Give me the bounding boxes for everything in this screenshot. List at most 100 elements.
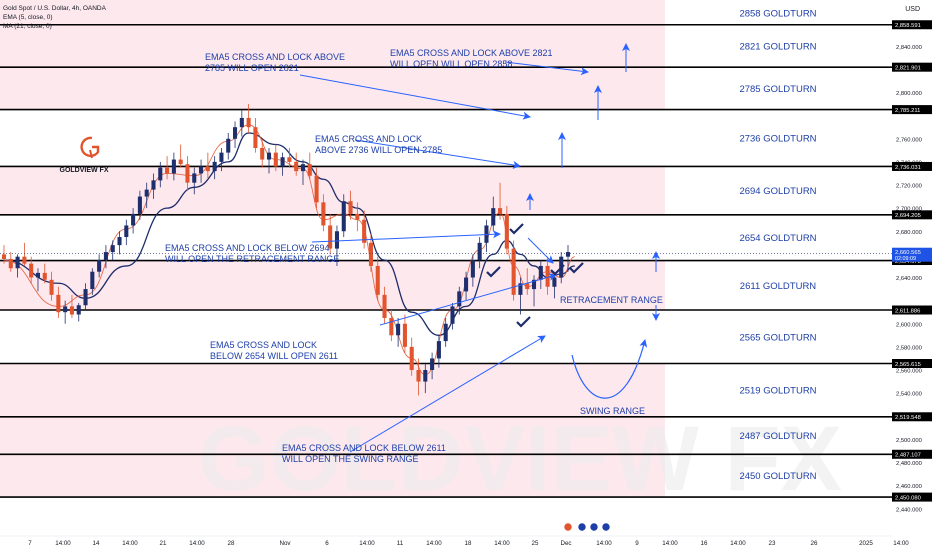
annotation-text: EMA5 CROSS AND LOCK BELOW 2654 WILL OPEN … xyxy=(210,340,338,361)
time-tick-label: 21 xyxy=(160,540,167,547)
ma-indicator-label: MA (21, close, 0) xyxy=(3,23,52,30)
candle xyxy=(178,144,183,168)
candle-body xyxy=(389,317,394,336)
annotation-text: EMA5 CROSS AND LOCK ABOVE 2821 WILL OPEN … xyxy=(390,48,553,69)
candle-body xyxy=(83,289,88,306)
candle-body xyxy=(131,213,136,226)
candle-body xyxy=(511,248,516,295)
annotation-text: EMA5 CROSS AND LOCK BELOW 2611 WILL OPEN … xyxy=(282,443,446,464)
annotation-arrows xyxy=(299,43,660,453)
annotation-arrow xyxy=(527,237,554,264)
time-tick-label: Nov xyxy=(279,540,291,547)
candle xyxy=(300,159,306,185)
candle-body xyxy=(246,117,251,128)
level-2565-label: 2565 GOLDTURN xyxy=(739,332,816,343)
candle xyxy=(491,196,496,232)
current-price-label: 2,660.565 xyxy=(895,250,921,256)
logo-icon-tail xyxy=(89,149,93,159)
candle-body xyxy=(565,252,571,257)
pink-zone-3 xyxy=(0,363,665,455)
candle-body xyxy=(300,164,306,172)
candle-body xyxy=(314,175,319,203)
candle xyxy=(246,104,251,133)
price-tick-label: 2,680.000 xyxy=(896,230,922,236)
candle xyxy=(321,194,326,232)
candle-body xyxy=(29,263,34,278)
time-tick-label: 14:00 xyxy=(596,540,612,547)
candle-body xyxy=(178,159,183,165)
candle xyxy=(287,148,292,168)
logo-text: GOLDVIEW FX xyxy=(60,167,109,174)
level-2487-label: 2487 GOLDTURN xyxy=(739,431,816,442)
price-tick-label: 2,640.000 xyxy=(896,276,922,282)
candle xyxy=(192,167,197,195)
candle xyxy=(430,352,435,380)
economic-event-icon xyxy=(601,522,611,532)
candle xyxy=(362,210,367,249)
candle xyxy=(470,254,475,287)
candle-body xyxy=(90,271,95,290)
candle xyxy=(144,182,149,209)
candle-body xyxy=(1,254,7,259)
candle-body xyxy=(525,283,530,290)
candle-body xyxy=(239,117,244,128)
countdown-label: 02:09:09 xyxy=(895,256,916,262)
candle xyxy=(457,286,462,315)
candle xyxy=(314,167,319,209)
candle-body xyxy=(402,323,407,347)
candle xyxy=(137,190,142,220)
annotation-line: 2785 WILL OPEN 2821 xyxy=(205,63,299,73)
pink-zone-1 xyxy=(0,166,665,215)
candle-body xyxy=(63,306,68,313)
candle xyxy=(511,240,516,301)
candle-body xyxy=(165,167,170,174)
candle xyxy=(1,245,7,264)
level-2450-label: 2450 GOLDTURN xyxy=(739,471,816,482)
candle-body xyxy=(450,306,455,324)
candle xyxy=(205,152,210,179)
level-lines: 2858 GOLDTURN 2821 GOLDTURN 2785 GOLDTURN 2… xyxy=(0,8,892,498)
candle-body xyxy=(110,245,115,253)
annotation-line: SWING RANGE xyxy=(580,406,645,416)
candle-body xyxy=(124,225,129,238)
candle-body xyxy=(232,127,238,139)
candle xyxy=(226,132,231,160)
candle-body xyxy=(42,272,47,280)
level-2611-label: 2611 GOLDTURN xyxy=(740,281,817,292)
candle-body xyxy=(185,164,190,183)
candle-body xyxy=(341,201,346,232)
time-tick-label: 9 xyxy=(635,540,639,547)
candle xyxy=(185,156,190,191)
level-2654-label: 2654 GOLDTURN xyxy=(739,233,816,244)
candle xyxy=(22,242,27,266)
candle-body xyxy=(226,138,231,153)
candle xyxy=(151,173,156,199)
price-tag-bg xyxy=(892,449,932,459)
candle-body xyxy=(375,265,380,295)
candle-body xyxy=(280,157,285,167)
logo-icon xyxy=(80,136,100,158)
candle-body xyxy=(103,252,108,261)
candle xyxy=(409,337,414,376)
candle xyxy=(538,260,543,290)
annotation-line: WILL OPEN THE RETRACEMENT RANGE xyxy=(165,254,339,264)
candle xyxy=(97,254,102,278)
candle-body xyxy=(266,152,272,160)
candle xyxy=(328,213,333,255)
price-tag-label: 2,487.107 xyxy=(895,453,921,459)
price-tag-label: 2,519.548 xyxy=(895,415,921,421)
candle xyxy=(477,237,482,269)
time-tick-label: 14 xyxy=(93,540,100,547)
time-tick-label: 16 xyxy=(701,540,708,547)
price-tick-label: 2,600.000 xyxy=(896,322,922,328)
annotation-text: EMA5 CROSS AND LOCK ABOVE 2785 WILL OPEN … xyxy=(205,52,345,73)
level-2519-label: 2519 GOLDTURN xyxy=(739,386,816,397)
chart-legend: Gold Spot / U.S. Dollar, 4h, OANDA EMA (… xyxy=(3,4,106,31)
time-tick-label: 18 xyxy=(465,540,472,547)
candle-body xyxy=(328,225,333,249)
time-tick-label: 14:00 xyxy=(189,540,205,547)
candle-body xyxy=(151,180,156,190)
pink-zone-4 xyxy=(0,454,665,498)
